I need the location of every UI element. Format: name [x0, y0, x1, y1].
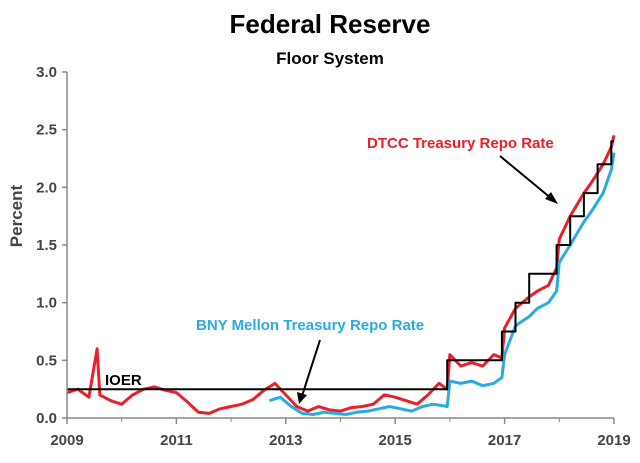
ioer-annotation: IOER — [105, 372, 142, 389]
bny-annotation: BNY Mellon Treasury Repo Rate — [196, 317, 424, 334]
x-tick-label: 2015 — [379, 432, 412, 449]
y-tick-label: 1.0 — [36, 295, 57, 312]
y-axis-label: Percent — [7, 184, 26, 247]
axes-layer — [66, 72, 614, 419]
y-tick-label: 0.0 — [36, 410, 57, 427]
bny-arrow — [301, 339, 321, 397]
y-tick-label: 1.5 — [36, 237, 57, 254]
y-tick-label: 2.5 — [36, 122, 57, 139]
chart-title: Federal Reserve — [230, 9, 431, 39]
y-tick-label: 0.5 — [36, 352, 57, 369]
x-tick-label: 2017 — [488, 432, 521, 449]
series-line-bny — [268, 152, 616, 416]
series-line-ioer — [67, 140, 614, 391]
bny-arrowhead — [297, 392, 307, 404]
y-tick-label: 2.0 — [36, 179, 57, 196]
series-line-dtcc — [66, 135, 616, 415]
x-tick-label: 2019 — [597, 432, 630, 449]
x-tick-label: 2013 — [269, 432, 302, 449]
ticks-layer: 0.0 0.5 1.0 1.5 2.0 2.5 3.0 2009 2011 2013 2015 201… — [36, 64, 631, 449]
x-tick-label: 2009 — [50, 432, 83, 449]
series-layer — [66, 135, 616, 416]
dtcc-annotation: DTCC Treasury Repo Rate — [367, 135, 554, 152]
dtcc-arrow — [499, 155, 553, 200]
dtcc-arrowhead — [545, 192, 558, 204]
x-tick-label: 2011 — [160, 432, 193, 449]
y-tick-label: 3.0 — [36, 64, 57, 81]
chart-subtitle: Floor System — [276, 49, 384, 68]
